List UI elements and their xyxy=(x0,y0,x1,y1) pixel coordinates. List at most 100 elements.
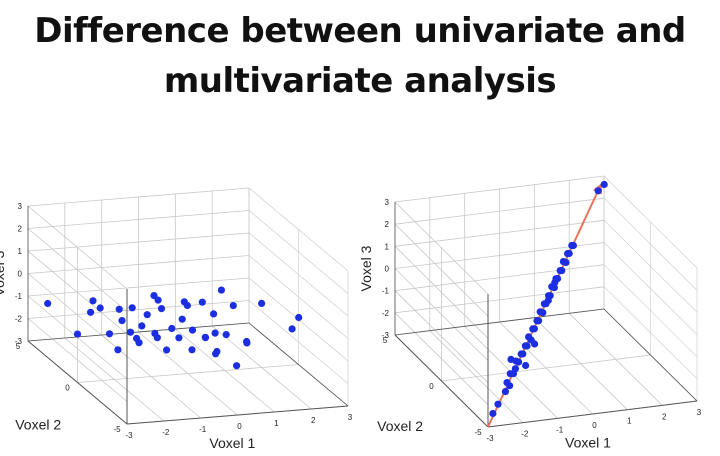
y-tick-label: -5 xyxy=(113,425,121,434)
title-line-2: multivariate analysis xyxy=(163,61,557,101)
y-tick-label: -5 xyxy=(474,428,482,437)
x-tick-label: 3 xyxy=(348,413,353,422)
z-tick-label: 1 xyxy=(385,242,390,251)
data-point xyxy=(551,278,559,287)
y-axis-line xyxy=(394,334,489,428)
z-tick-label: 2 xyxy=(18,225,23,234)
data-point xyxy=(523,342,531,350)
data-point xyxy=(258,299,266,307)
grid-line xyxy=(27,205,128,290)
z-tick-label: -2 xyxy=(15,315,23,324)
x-tick-label: -3 xyxy=(486,434,494,443)
grid-line xyxy=(394,201,489,295)
x-tick-label: -3 xyxy=(125,431,133,440)
data-point xyxy=(489,409,497,418)
data-point xyxy=(515,358,523,366)
z-tick-label: 2 xyxy=(385,220,390,229)
title-line-1: Difference between univariate and xyxy=(34,11,686,51)
x-tick-label: -1 xyxy=(556,425,564,434)
box-edge xyxy=(394,308,605,336)
y-axis-label: Voxel 2 xyxy=(15,417,61,433)
y-tick-label: 5 xyxy=(383,336,388,345)
data-point xyxy=(157,305,166,313)
data-point xyxy=(87,308,95,316)
data-point xyxy=(217,286,225,294)
data-point xyxy=(188,326,197,334)
data-point xyxy=(288,325,296,333)
x-tick-label: 1 xyxy=(627,417,632,426)
y-axis-line xyxy=(27,340,128,425)
data-point xyxy=(494,400,502,408)
x-axis-line xyxy=(487,400,698,428)
grid-line xyxy=(27,277,250,297)
grid-line xyxy=(27,187,250,207)
data-point xyxy=(558,267,566,275)
data-point xyxy=(594,187,602,195)
data-point xyxy=(44,299,52,308)
x-axis-label: Voxel 1 xyxy=(565,434,611,450)
y-tick-label: 0 xyxy=(65,384,70,393)
grid-line xyxy=(27,232,250,252)
data-point xyxy=(501,388,509,396)
z-tick-label: -3 xyxy=(382,331,390,340)
z-axis-label: Voxel 3 xyxy=(0,250,7,296)
grid-line xyxy=(27,210,250,229)
data-point xyxy=(105,330,114,338)
data-point xyxy=(115,305,123,313)
data-point xyxy=(212,350,220,358)
grid-line xyxy=(27,318,128,402)
z-tick-label: 3 xyxy=(18,202,23,211)
x-axis-line xyxy=(126,405,349,425)
z-tick-label: 0 xyxy=(385,265,390,274)
box-edge xyxy=(603,308,698,402)
data-point xyxy=(188,346,196,354)
z-tick-label: -1 xyxy=(382,287,390,296)
data-point xyxy=(295,313,303,322)
data-point xyxy=(569,241,578,250)
data-point xyxy=(128,304,136,312)
data-point xyxy=(183,301,191,310)
data-point xyxy=(154,296,162,304)
data-point xyxy=(530,325,539,333)
grid-line xyxy=(394,175,605,203)
z-tick-label: 3 xyxy=(385,198,390,207)
z-tick-label: 0 xyxy=(18,270,23,279)
grid-line xyxy=(394,290,489,383)
data-point xyxy=(96,304,104,312)
y-tick-label: 5 xyxy=(16,342,21,351)
data-point xyxy=(73,330,82,338)
grid-line xyxy=(394,197,605,225)
x-tick-label: 1 xyxy=(274,419,279,428)
grid-line xyxy=(394,286,605,314)
z-tick-label: -3 xyxy=(15,337,23,346)
data-point xyxy=(143,311,151,319)
grid-line xyxy=(27,300,250,319)
data-point xyxy=(519,350,527,358)
x-axis-label: Voxel 1 xyxy=(209,435,255,451)
y-tick-label: 0 xyxy=(429,382,434,391)
z-tick-label: -1 xyxy=(15,292,23,301)
data-point xyxy=(114,346,122,354)
data-point xyxy=(531,340,539,348)
grid-line xyxy=(394,219,605,247)
x-tick-label: -2 xyxy=(162,428,170,437)
grid-line xyxy=(27,273,128,357)
data-point xyxy=(229,302,237,310)
y-axis-label: Voxel 2 xyxy=(377,418,423,434)
page-title: Difference between univariate and multiv… xyxy=(0,6,720,106)
data-point xyxy=(168,324,176,333)
grid-line xyxy=(27,255,250,274)
data-point xyxy=(138,322,146,330)
data-point xyxy=(198,298,206,306)
data-point xyxy=(562,258,570,267)
data-point xyxy=(539,309,547,317)
x-tick-label: -2 xyxy=(521,430,529,439)
z-tick-label: -2 xyxy=(382,309,390,318)
z-tick-label: 1 xyxy=(18,247,23,256)
x-tick-label: 2 xyxy=(662,412,667,421)
data-point xyxy=(175,334,183,342)
data-point xyxy=(89,297,97,305)
data-point xyxy=(153,334,161,342)
